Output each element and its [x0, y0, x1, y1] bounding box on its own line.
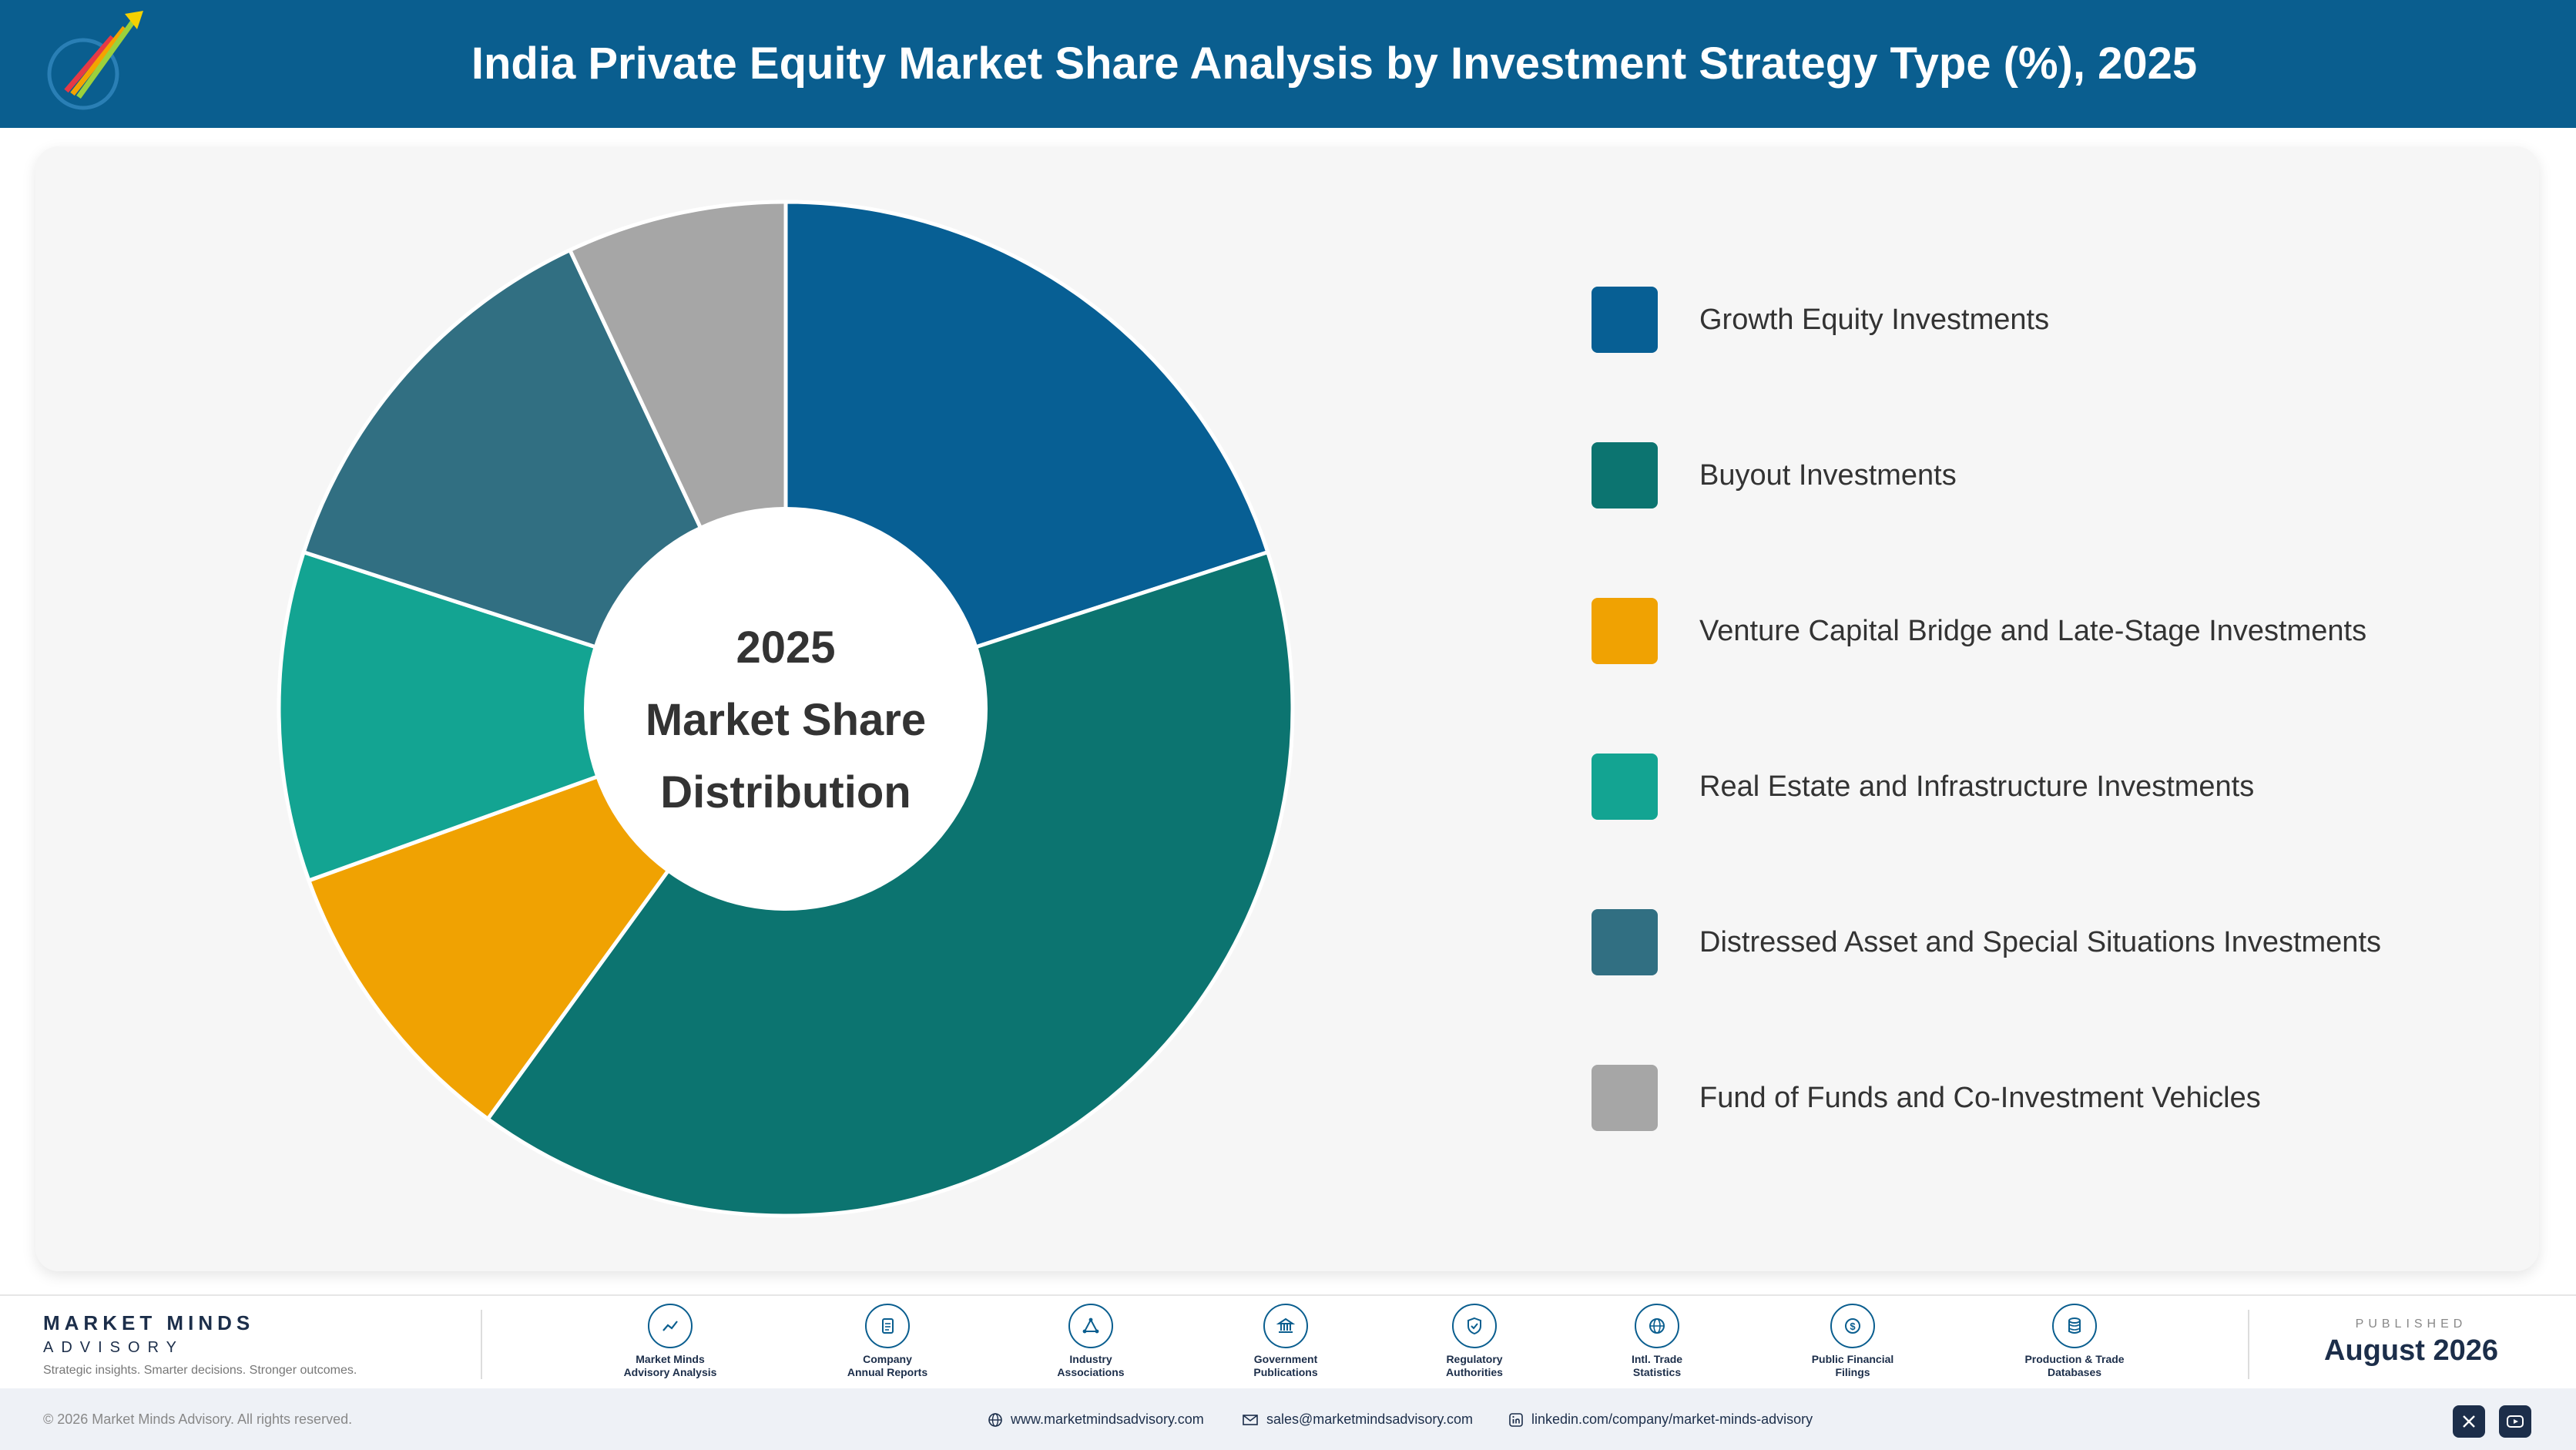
- legend-swatch: [1592, 1065, 1658, 1131]
- center-label-line3: Distribution: [660, 767, 911, 817]
- trend-chart-icon: [648, 1304, 693, 1348]
- government-building-icon: [1263, 1304, 1308, 1348]
- globe-icon: [1635, 1304, 1679, 1348]
- x-icon[interactable]: [2453, 1405, 2485, 1438]
- rocket-logo-icon: [47, 11, 143, 110]
- source-label: Company Annual Reports: [847, 1353, 928, 1378]
- source-item: Regulatory Authorities: [1382, 1304, 1567, 1379]
- source-item: Company Annual Reports: [795, 1304, 980, 1379]
- youtube-icon[interactable]: [2499, 1405, 2531, 1438]
- linkedin-icon: [1509, 1413, 1523, 1428]
- brand-name: MARKET MINDS: [43, 1311, 255, 1334]
- published-date: August 2026: [2324, 1334, 2498, 1367]
- legend-swatch: [1592, 909, 1658, 975]
- network-icon: [1068, 1304, 1113, 1348]
- footer: MARKET MINDS ADVISORY Strategic insights…: [0, 1294, 2576, 1388]
- copyright-text: © 2026 Market Minds Advisory. All rights…: [43, 1411, 353, 1427]
- mail-icon: [1243, 1415, 1258, 1426]
- footer-divider: [2248, 1310, 2249, 1379]
- pie-slice-real-estate-and-infrastructure-investments: [277, 549, 792, 884]
- legend-label: Buyout Investments: [1699, 459, 1957, 492]
- chart-card: 2025 Market Share Distribution Growth Eq…: [35, 146, 2539, 1271]
- legend-label: Growth Equity Investments: [1699, 304, 2050, 336]
- legend-swatch: [1592, 287, 1658, 353]
- linkedin-text: linkedin.com/company/market-minds-adviso…: [1531, 1411, 1813, 1427]
- source-label: Industry Associations: [1057, 1353, 1125, 1378]
- source-label: Regulatory Authorities: [1446, 1353, 1503, 1378]
- legend-label: Distressed Asset and Special Situations …: [1699, 926, 2382, 958]
- footer-divider: [481, 1310, 482, 1379]
- globe-icon: [988, 1413, 1002, 1428]
- legend-swatch: [1592, 754, 1658, 820]
- header-bar: India Private Equity Market Share Analys…: [0, 0, 2576, 128]
- dollar-coin-icon: $: [1830, 1304, 1875, 1348]
- center-label-year: 2025: [736, 623, 835, 673]
- source-item: Intl. Trade Statistics: [1565, 1304, 1749, 1379]
- legend-item: Fund of Funds and Co-Investment Vehicles: [1592, 1065, 2516, 1131]
- legend-item: Distressed Asset and Special Situations …: [1592, 909, 2516, 975]
- source-item: Industry Associations: [998, 1304, 1183, 1379]
- brand-subtitle: ADVISORY: [43, 1339, 184, 1356]
- source-item: Government Publications: [1193, 1304, 1378, 1379]
- website-text: www.marketmindsadvisory.com: [1011, 1411, 1204, 1427]
- linkedin-link[interactable]: linkedin.com/company/market-minds-adviso…: [1508, 1388, 1813, 1450]
- source-item: Market Minds Advisory Analysis: [578, 1304, 763, 1379]
- svg-text:$: $: [1850, 1321, 1856, 1332]
- source-label: Intl. Trade Statistics: [1631, 1353, 1683, 1378]
- page-title: India Private Equity Market Share Analys…: [471, 39, 2198, 89]
- legend-item: Buyout Investments: [1592, 442, 2516, 509]
- legend-label: Real Estate and Infrastructure Investmen…: [1699, 770, 2255, 803]
- pie-chart: 2025 Market Share Distribution: [277, 200, 1295, 1218]
- legend-label: Venture Capital Bridge and Late-Stage In…: [1699, 615, 2367, 647]
- legend-swatch: [1592, 598, 1658, 664]
- donut-hole: [584, 507, 988, 911]
- email-link[interactable]: sales@marketmindsadvisory.com: [1242, 1388, 1473, 1450]
- center-label-line2: Market Share: [646, 695, 926, 745]
- source-item: Production & Trade Databases: [1982, 1304, 2167, 1379]
- shield-check-icon: [1452, 1304, 1497, 1348]
- email-text: sales@marketmindsadvisory.com: [1266, 1411, 1474, 1427]
- source-label: Government Publications: [1253, 1353, 1318, 1378]
- pie-slice-buyout-investments: [485, 549, 1295, 1218]
- document-icon: [865, 1304, 910, 1348]
- website-link[interactable]: www.marketmindsadvisory.com: [988, 1388, 1204, 1450]
- published-label: PUBLISHED: [2355, 1317, 2467, 1331]
- database-icon: [2052, 1304, 2097, 1348]
- legend-item: Venture Capital Bridge and Late-Stage In…: [1592, 598, 2516, 664]
- brand-tagline: Strategic insights. Smarter decisions. S…: [43, 1364, 357, 1377]
- source-label: Production & Trade Databases: [2024, 1353, 2125, 1378]
- source-label: Public Financial Filings: [1811, 1353, 1894, 1378]
- legend-label: Fund of Funds and Co-Investment Vehicles: [1699, 1082, 2261, 1114]
- legend-item: Growth Equity Investments: [1592, 287, 2516, 353]
- legend-swatch: [1592, 442, 1658, 509]
- bottom-bar: © 2026 Market Minds Advisory. All rights…: [0, 1388, 2576, 1450]
- legend-item: Real Estate and Infrastructure Investmen…: [1592, 754, 2516, 820]
- source-label: Market Minds Advisory Analysis: [623, 1353, 717, 1378]
- source-item: $ Public Financial Filings: [1760, 1304, 1945, 1379]
